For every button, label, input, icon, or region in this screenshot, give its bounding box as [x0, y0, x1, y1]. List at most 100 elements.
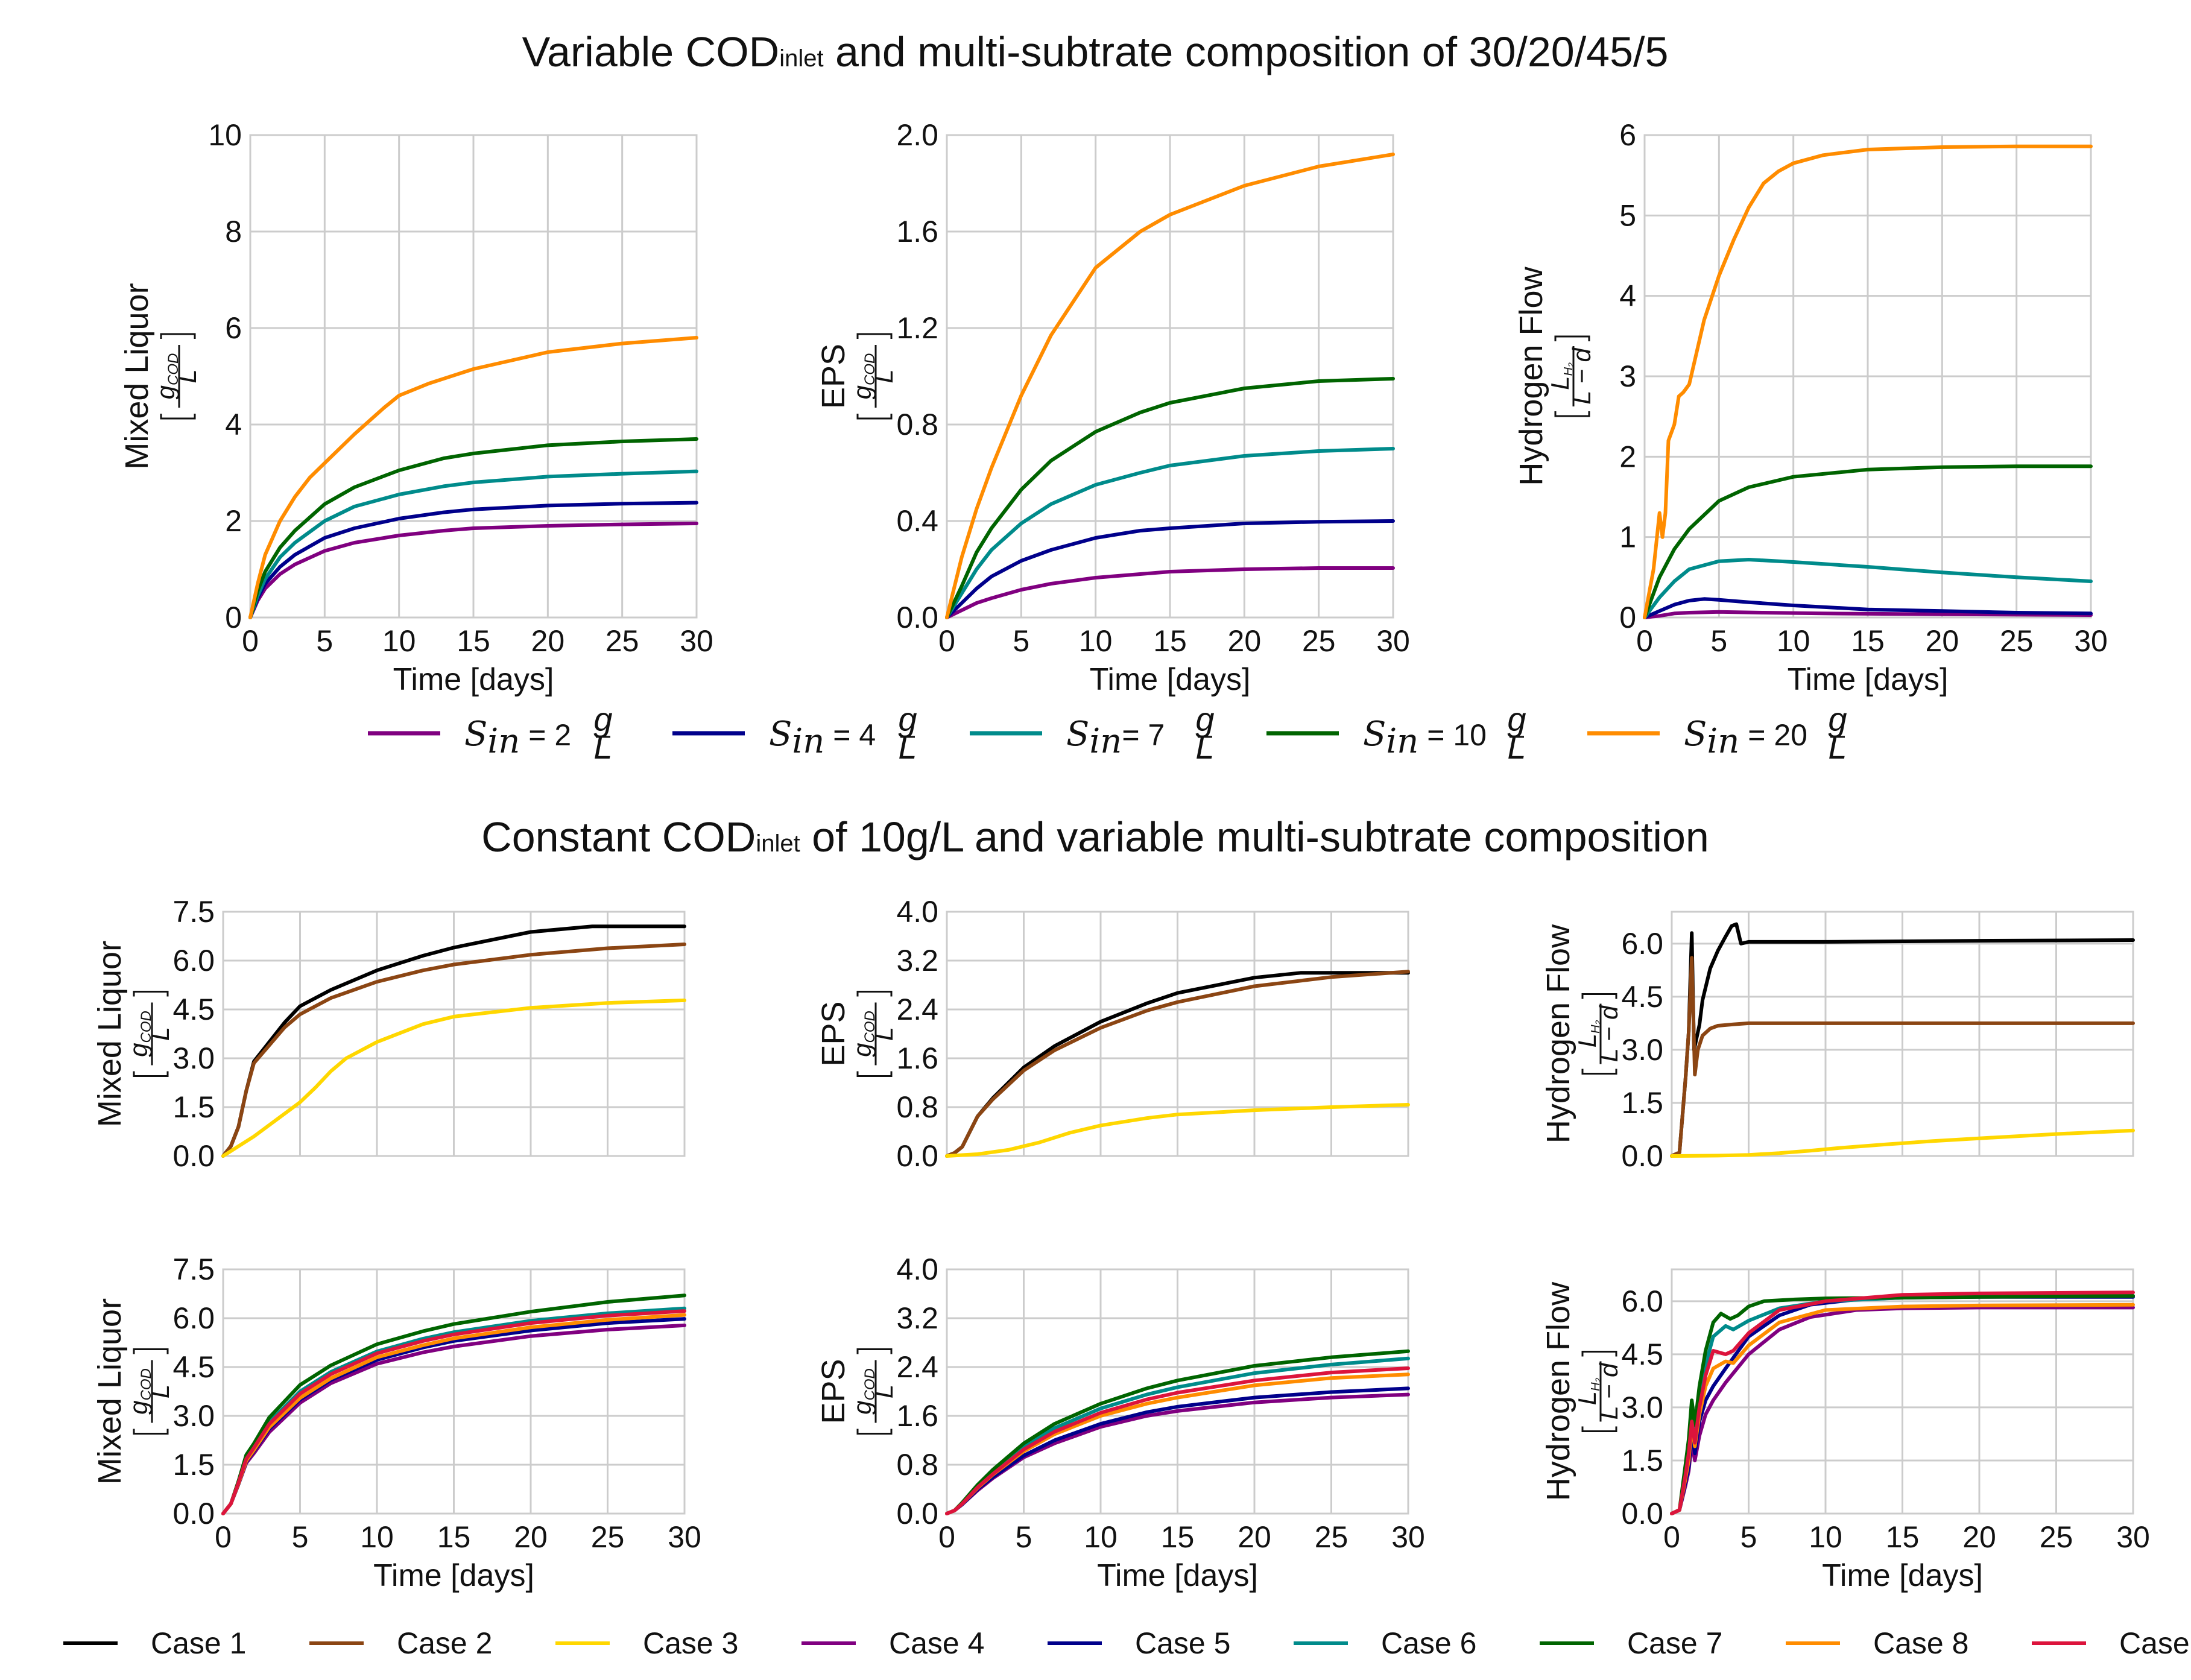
legend-frac-num: g	[1507, 700, 1526, 738]
series-line-sin-10-g-l	[945, 377, 1395, 619]
section-title-top: Variable CODinlet and multi-subtrate com…	[522, 28, 1669, 75]
legend-frac-num: g	[1828, 700, 1847, 738]
x-tick-label: 20	[1238, 1520, 1271, 1554]
y-tick-label: 1.5	[1621, 1086, 1663, 1120]
y-tick-label: 6	[225, 311, 242, 345]
y-tick-label: 0.8	[896, 408, 938, 441]
y-tick-label: 4	[225, 408, 242, 441]
legend-top: Sin = 2 gL Sin = 4 gL Sin= 7 gL Sin = 10 gL…	[368, 700, 1847, 766]
series-line-sin-4-g-l	[248, 501, 698, 619]
legend-bottom-item-4: Case 4	[801, 1626, 984, 1660]
legend-frac-num: g	[1195, 700, 1214, 738]
x-tick-label: 15	[457, 624, 490, 658]
series-line-case-2	[1670, 956, 2135, 1158]
legend-frac-den: L	[898, 728, 917, 766]
y-tick-label: 3.0	[1621, 1033, 1663, 1067]
y-tick-label: 0.0	[1621, 1139, 1663, 1173]
x-tick-label: 20	[531, 624, 565, 658]
x-tick-label: 25	[605, 624, 639, 658]
legend-label: Case 7	[1627, 1626, 1722, 1660]
legend-bottom-item-8: Case 8	[1786, 1626, 1968, 1660]
y-tick-label: 2	[1619, 440, 1636, 473]
y-tick-label: 0	[225, 601, 242, 634]
y-tick-label: 8	[225, 215, 242, 248]
legend-label: Case 5	[1135, 1626, 1230, 1660]
x-tick-label: 25	[2000, 624, 2034, 658]
legend-top-item-1: Sin = 2 gL	[368, 700, 613, 766]
y-axis-label: EPS	[815, 1001, 852, 1066]
svg-text:L − d: L − d	[1595, 1362, 1623, 1419]
legend-label: Case 3	[643, 1626, 738, 1660]
y-axis-label: EPS	[815, 344, 852, 409]
legend-label: Case 6	[1381, 1626, 1476, 1660]
x-tick-label: 10	[1777, 624, 1810, 658]
legend-frac-num: g	[898, 700, 917, 738]
legend-frac-den: L	[1828, 728, 1847, 766]
y-tick-label: 0.0	[896, 601, 938, 634]
legend-label: Case 8	[1873, 1626, 1968, 1660]
x-tick-label: 15	[1886, 1520, 1920, 1554]
x-tick-label: 10	[1084, 1520, 1118, 1554]
legend-label: Sin = 4	[769, 715, 876, 761]
x-tick-label: 0	[1663, 1520, 1680, 1554]
y-tick-label: 3.0	[172, 1399, 215, 1433]
y-tick-label: 3.0	[1621, 1391, 1663, 1424]
y-tick-label: 5	[1619, 198, 1636, 232]
y-tick-label: 1.6	[896, 215, 938, 248]
legend-label: Case 2	[397, 1626, 492, 1660]
legend-bottom-item-3: Case 3	[555, 1626, 738, 1660]
legend-label: Case 1	[151, 1626, 246, 1660]
y-axis-label: Hydrogen Flow	[1513, 266, 1549, 485]
y-tick-label: 0.8	[896, 1090, 938, 1124]
plot-frame	[946, 1268, 1409, 1515]
plot-frame	[946, 911, 1409, 1157]
y-tick-label: 1	[1619, 520, 1636, 554]
x-tick-label: 10	[382, 624, 416, 658]
x-tick-label: 15	[437, 1520, 471, 1554]
y-tick-label: 0.0	[896, 1497, 938, 1530]
y-tick-label: 0.0	[896, 1139, 938, 1173]
x-tick-label: 15	[1161, 1520, 1195, 1554]
y-tick-label: 0.8	[896, 1448, 938, 1482]
x-tick-label: 10	[1809, 1520, 1842, 1554]
panel-top-eps: 0.0 0.4 0.8 1.2 1.6 2.0 0 5 10 15 20 25 30 Time [days…	[815, 118, 1410, 697]
legend-label: Case 9	[2119, 1626, 2191, 1660]
x-axis-label: Time [days]	[1090, 662, 1251, 697]
legend-bottom-item-9: Case 9	[2032, 1626, 2191, 1660]
svg-text:L − d: L − d	[1595, 1005, 1623, 1062]
y-tick-label: 2.0	[896, 118, 938, 152]
series-line-sin-2-g-l	[248, 522, 698, 619]
legend-top-item-4: Sin = 10 gL	[1266, 700, 1526, 766]
x-tick-label: 5	[292, 1520, 309, 1554]
x-tick-label: 10	[1079, 624, 1113, 658]
y-tick-label: 10	[208, 118, 242, 152]
y-tick-label: 6.0	[1621, 927, 1663, 961]
series-line-sin-20-g-l	[1643, 144, 2093, 619]
legend-label: Sin = 10	[1363, 715, 1487, 761]
legend-bottom-item-7: Case 7	[1540, 1626, 1722, 1660]
x-tick-label: 25	[1315, 1520, 1348, 1554]
series-line-sin-2-g-l	[1643, 610, 2093, 619]
x-tick-label: 0	[215, 1520, 232, 1554]
y-tick-label: 7.5	[172, 895, 215, 929]
x-tick-label: 10	[360, 1520, 394, 1554]
svg-text:L: L	[870, 1027, 898, 1041]
y-tick-label: 0.0	[1621, 1497, 1663, 1530]
section-title-bottom: Constant CODinlet of 10g/L and variable …	[481, 813, 1709, 861]
svg-text:L: L	[870, 1385, 898, 1398]
svg-text:L: L	[146, 1385, 174, 1398]
x-tick-label: 30	[2074, 624, 2108, 658]
y-axis-label: Mixed Liquor	[119, 283, 155, 469]
series-line-case-9	[1670, 1290, 2135, 1515]
y-tick-label: 0.4	[896, 504, 938, 538]
legend-label: Sin= 7	[1066, 715, 1165, 761]
series-line-sin-7-g-l	[1643, 558, 2093, 619]
x-tick-label: 25	[2040, 1520, 2073, 1554]
y-tick-label: 0	[1619, 601, 1636, 634]
x-axis-label: Time [days]	[1822, 1558, 1983, 1593]
